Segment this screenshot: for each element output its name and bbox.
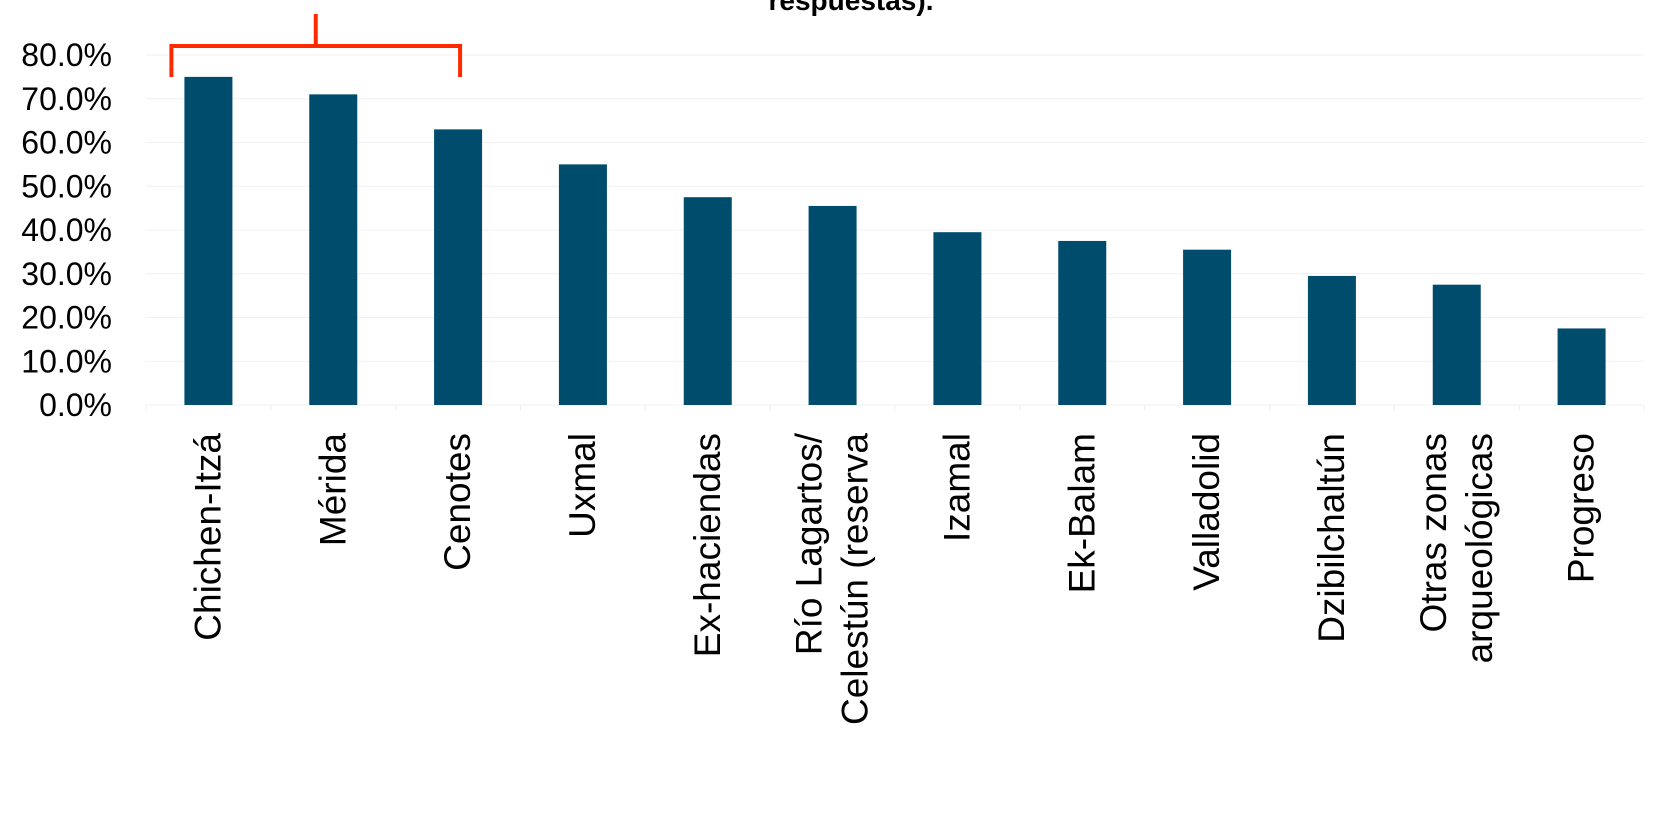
- x-category-label: Otras zonas: [1413, 433, 1454, 632]
- x-category-label: Dzibilchaltún: [1311, 433, 1352, 643]
- y-tick-label: 0.0%: [39, 387, 112, 423]
- x-axis-categories: Chichen-Itzá Mérida Cenotes Uxmal Ex-haciend…: [187, 432, 1601, 725]
- x-category-label: Izamal: [936, 433, 977, 542]
- bar: [808, 205, 857, 405]
- bar: [933, 232, 982, 405]
- bar: [1183, 249, 1232, 405]
- bar: [1058, 240, 1107, 405]
- y-tick-label: 20.0%: [21, 300, 112, 336]
- gridlines: [145, 54, 1645, 411]
- y-tick-label: 30.0%: [21, 256, 112, 292]
- highlight-bracket: [169, 14, 463, 77]
- bar: [1557, 328, 1606, 405]
- x-category-label: Chichen-Itzá: [187, 433, 228, 641]
- x-category-label: Ex-haciendas: [687, 433, 728, 657]
- x-category-label: Uxmal: [562, 433, 603, 538]
- y-tick-label: 80.0%: [21, 37, 112, 73]
- bar: [309, 94, 358, 405]
- bar: [434, 129, 483, 405]
- y-axis-ticks: 0.0% 10.0% 20.0% 30.0% 40.0% 50.0% 60.0% 70.0% 8…: [21, 37, 112, 423]
- y-tick-label: 50.0%: [21, 168, 112, 204]
- x-category-label: Cenotes: [437, 433, 478, 571]
- bar: [683, 197, 732, 405]
- y-tick-label: 40.0%: [21, 212, 112, 248]
- bars: [184, 76, 1606, 405]
- y-tick-label: 10.0%: [21, 343, 112, 379]
- y-tick-label: 70.0%: [21, 81, 112, 117]
- x-category-label: Celestún (reserva: [835, 433, 876, 725]
- x-category-label: Valladolid: [1186, 433, 1227, 591]
- x-category-label: Progreso: [1561, 433, 1602, 583]
- x-category-label: arqueológicas: [1459, 433, 1500, 663]
- bar: [1307, 275, 1356, 405]
- x-category-label: Mérida: [312, 433, 353, 547]
- x-category-label: Ek-Balam: [1061, 433, 1102, 593]
- y-tick-label: 60.0%: [21, 125, 112, 161]
- x-category-label: Río Lagartos/: [789, 432, 830, 655]
- bar: [1432, 284, 1481, 405]
- bar: [558, 164, 607, 405]
- bar: [184, 76, 233, 405]
- chart-title: respuestas).: [769, 0, 934, 16]
